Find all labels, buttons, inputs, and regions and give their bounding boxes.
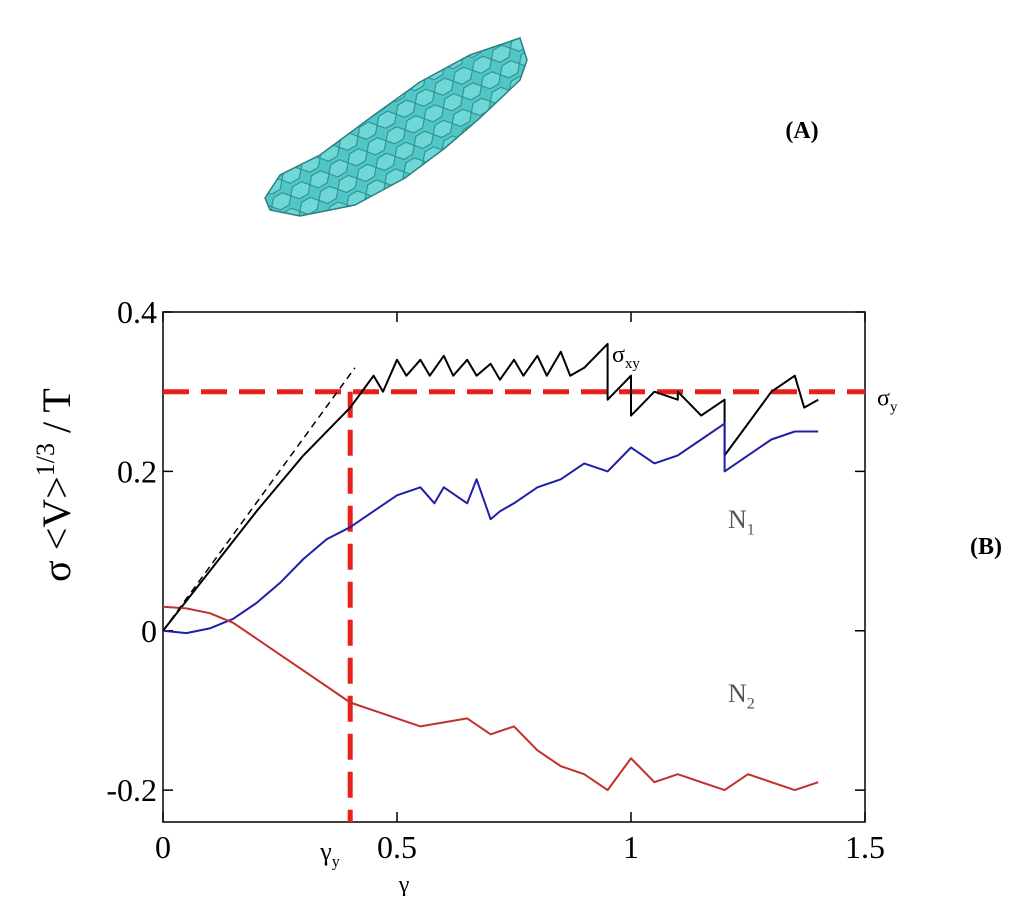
series-label-sub: xy [625, 356, 640, 372]
series-label: σxy [612, 342, 640, 372]
yield-strain-label-sub: y [332, 854, 340, 871]
y-axis-label: σ <V>1/3 / T [31, 388, 79, 582]
series-label: N2 [728, 679, 755, 713]
x-tick-label: 0.5 [377, 829, 417, 865]
series-label-sub: 2 [747, 696, 755, 713]
series-label-sub: 1 [747, 522, 755, 539]
plot-frame [162, 311, 866, 823]
y-tick-label: -0.2 [106, 772, 157, 808]
y-tick-label: 0.2 [117, 453, 157, 489]
yield-stress-label: σy [877, 386, 898, 416]
x-axis-label: γ [398, 872, 410, 896]
tangent-line [162, 367, 356, 632]
y-label-tail: / T [34, 388, 79, 443]
x-tick-label: 1.5 [845, 829, 885, 865]
panel-label: (B) [970, 534, 1002, 560]
yield-strain-label-base: γ [319, 837, 332, 866]
series-line [162, 422, 819, 635]
series-label: N1 [728, 505, 755, 539]
series-label-base: N [728, 679, 747, 708]
x-tick-label: 1 [623, 829, 639, 865]
panel-label: (A) [785, 118, 818, 144]
y-label-sup: 1/3 [31, 443, 60, 476]
y-tick-label: 0.4 [117, 294, 157, 330]
yield-strain-label: γy [319, 837, 340, 871]
series-label-base: σ [612, 342, 625, 368]
yield-stress-label-base: σ [877, 386, 890, 412]
y-tick-label: 0 [141, 613, 157, 649]
yield-stress-label-sub: y [890, 400, 898, 416]
series-line [162, 342, 819, 632]
series-label-base: N [728, 505, 747, 534]
series-line [162, 605, 819, 792]
panel-a-image [264, 37, 528, 217]
y-label-base: σ <V> [34, 476, 79, 582]
x-tick-label: 0 [155, 829, 171, 865]
